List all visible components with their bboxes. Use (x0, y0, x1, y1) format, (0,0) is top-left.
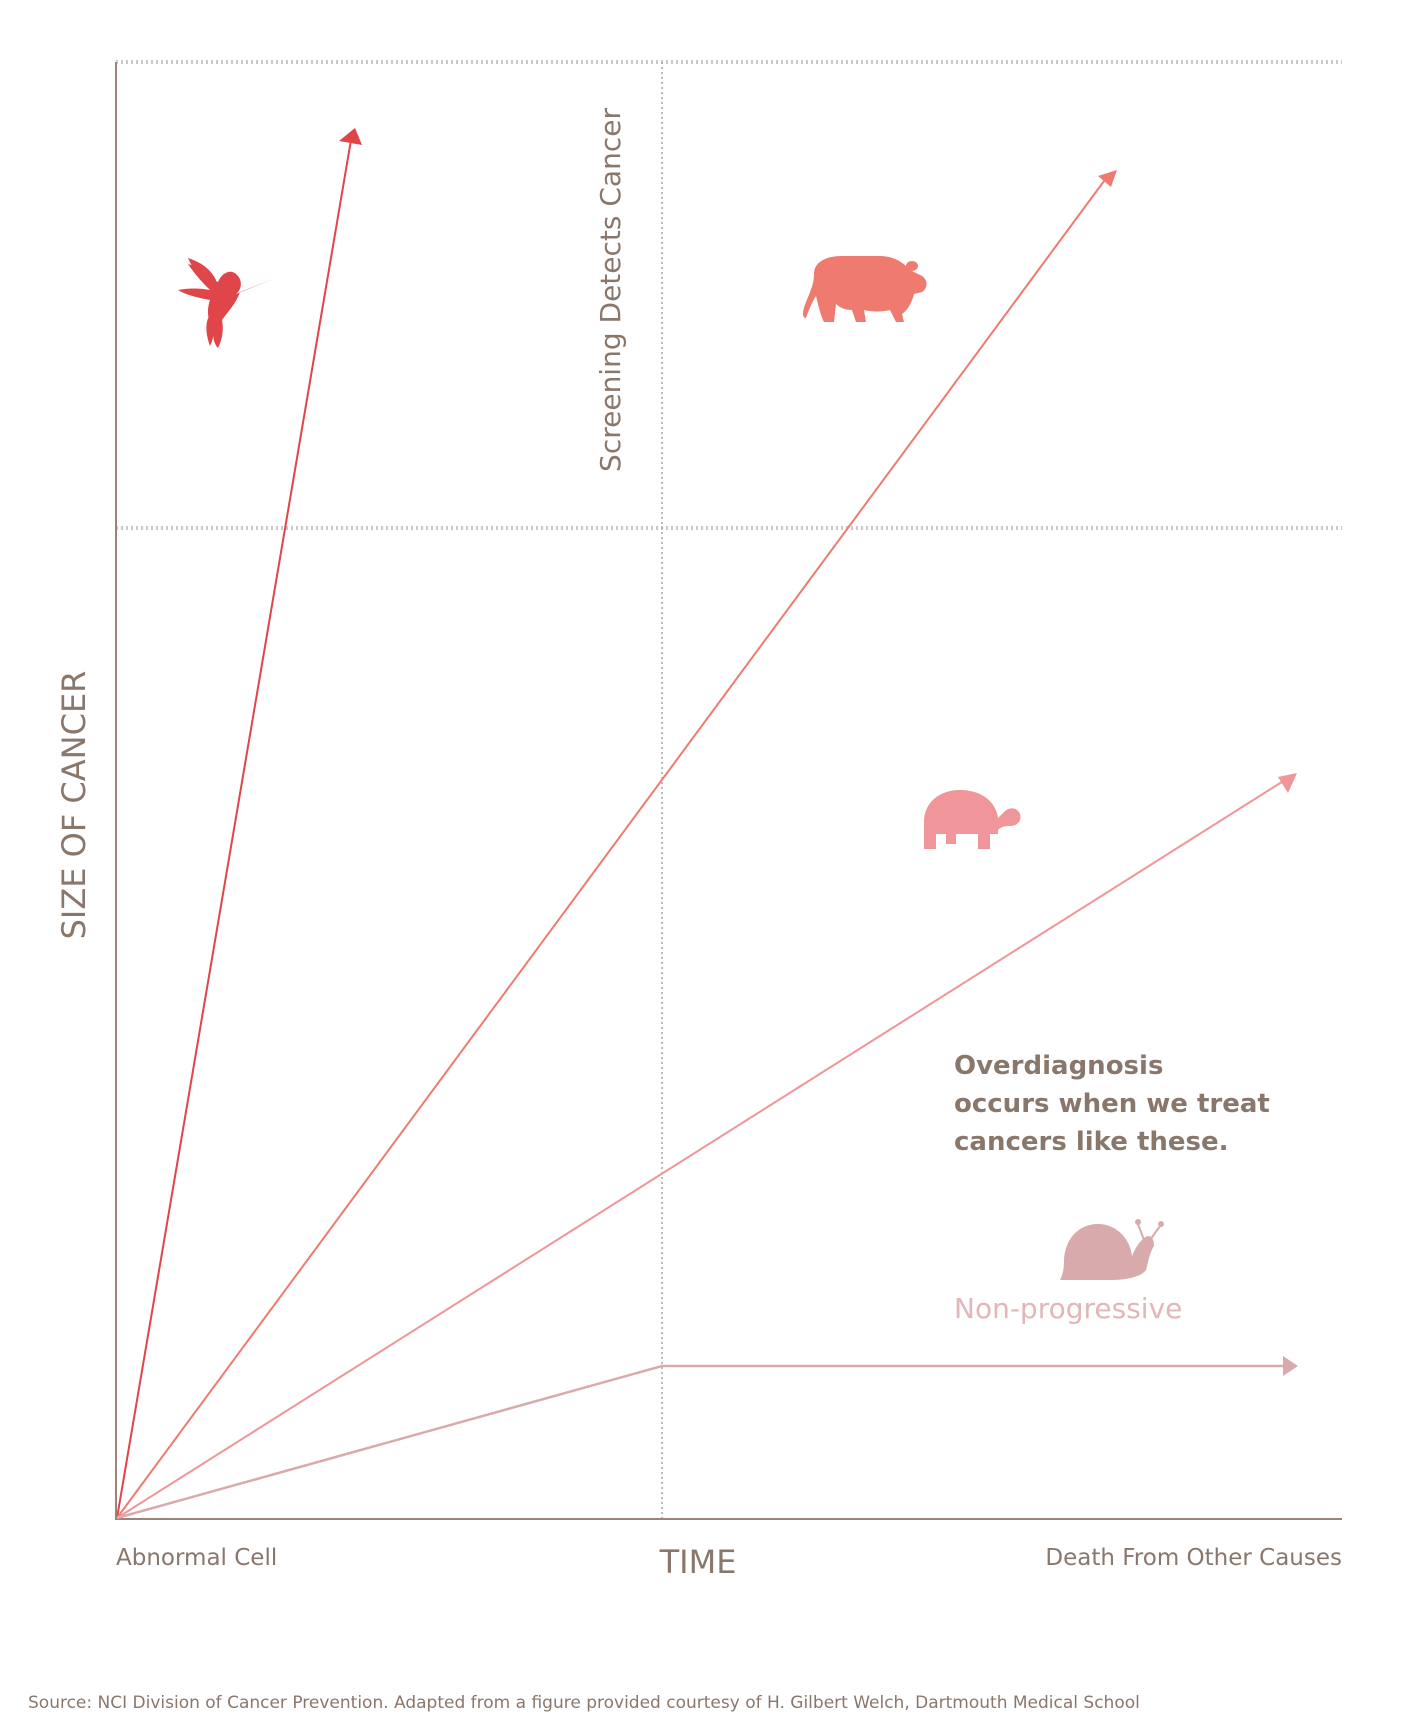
x-axis-label: TIME (659, 1543, 737, 1581)
non-progressive-label: Non-progressive (954, 1292, 1182, 1325)
x-end-label: Death From Other Causes (1045, 1545, 1342, 1571)
bear-icon (803, 256, 927, 322)
medium-growth-line (116, 176, 1108, 1519)
nonprogressive-line (116, 1364, 1283, 1520)
x-start-label: Abnormal Cell (116, 1545, 277, 1571)
overdiagnosis-line-3: cancers like these. (954, 1127, 1229, 1157)
overdiagnosis-line-2: occurs when we treat (954, 1089, 1270, 1119)
y-axis-label: SIZE OF CANCER (55, 671, 93, 940)
slow-growth-series (116, 773, 1297, 1519)
overdiagnosis-note: Overdiagnosis occurs when we treat cance… (954, 1051, 1270, 1157)
source-note: Source: NCI Division of Cancer Preventio… (28, 1693, 1140, 1713)
nonprogressive-arrowhead (1283, 1356, 1298, 1376)
turtle-icon (924, 790, 1021, 849)
snail-icon (1060, 1219, 1164, 1280)
overdiagnosis-line-1: Overdiagnosis (954, 1051, 1163, 1081)
medium-growth-series (116, 170, 1117, 1519)
fast-growth-line (116, 139, 352, 1519)
nonprogressive-series (116, 1356, 1298, 1520)
slow-growth-line (116, 779, 1286, 1519)
screening-label: Screening Detects Cancer (594, 108, 627, 472)
fast-growth-arrowhead (339, 128, 362, 145)
medium-growth-arrowhead (1098, 170, 1117, 187)
slow-growth-arrowhead (1278, 773, 1297, 793)
hummingbird-icon (178, 258, 276, 348)
fast-growth-series (116, 128, 362, 1519)
